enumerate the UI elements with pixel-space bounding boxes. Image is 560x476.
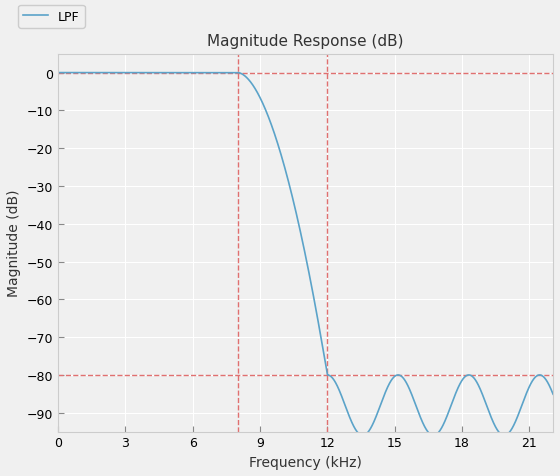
X-axis label: Frequency (kHz): Frequency (kHz) [249,455,362,469]
Title: Magnitude Response (dB): Magnitude Response (dB) [207,34,404,49]
Y-axis label: Magnitude (dB): Magnitude (dB) [7,189,21,297]
LPF [54,70,61,76]
LPF [550,391,557,397]
LPF [80,70,86,76]
LPF [422,425,428,430]
LPF [448,402,455,407]
Line: LPF: LPF [58,73,553,436]
LPF [234,70,240,76]
LPF [501,433,507,438]
Legend: LPF: LPF [18,6,85,29]
LPF [369,422,376,428]
LPF [348,417,354,423]
